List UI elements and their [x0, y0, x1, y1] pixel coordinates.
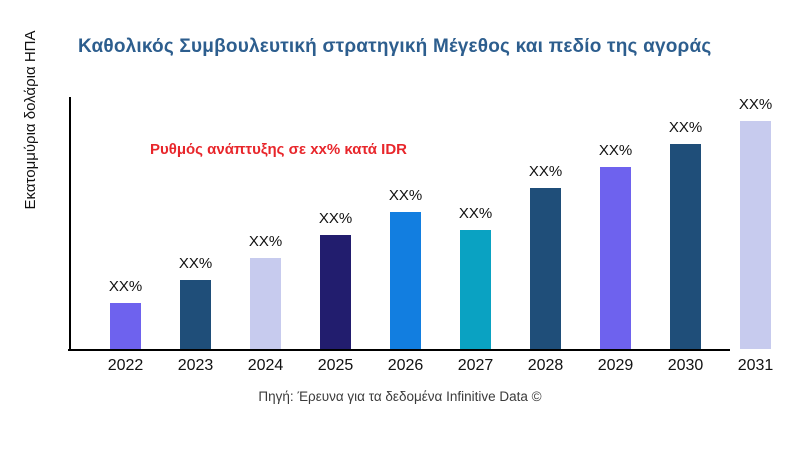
x-tick-label-2025: 2025: [317, 357, 354, 374]
source-note: Πηγή: Έρευνα για τα δεδομένα Infinitive …: [258, 389, 542, 404]
bar-value-label-2026: XX%: [388, 187, 423, 204]
bar-2023: [180, 280, 211, 349]
x-tick-label-2027: 2027: [457, 357, 494, 374]
x-tick-label-2028: 2028: [527, 357, 564, 374]
y-axis-label: Εκατομμύρια δολάρια ΗΠΑ: [22, 30, 39, 210]
x-tick-label-2022: 2022: [107, 357, 144, 374]
bar-2028: [530, 188, 561, 349]
bar-2031: [740, 121, 771, 349]
bar-2027: [460, 230, 491, 349]
bar-value-label-2028: XX%: [528, 163, 563, 180]
bar-2029: [600, 167, 631, 349]
x-tick-label-2029: 2029: [597, 357, 634, 374]
bar-2025: [320, 235, 351, 349]
x-tick-label-2031: 2031: [737, 357, 774, 374]
bar-2024: [250, 258, 281, 349]
bar-value-label-2023: XX%: [178, 255, 213, 272]
bar-2022: [110, 303, 141, 349]
bar-value-label-2029: XX%: [598, 142, 633, 159]
growth-rate-annotation: Ρυθμός ανάπτυξης σε xx% κατά IDR: [150, 141, 407, 158]
bar-2030: [670, 144, 701, 349]
bar-value-label-2025: XX%: [318, 210, 353, 227]
chart-title: Καθολικός Συμβουλευτική στρατηγική Μέγεθ…: [78, 36, 712, 57]
x-tick-label-2023: 2023: [177, 357, 214, 374]
y-axis-line: [69, 97, 71, 351]
bar-value-label-2030: XX%: [668, 119, 703, 136]
x-tick-label-2030: 2030: [667, 357, 704, 374]
x-axis-line: [68, 349, 730, 351]
bar-2026: [390, 212, 421, 349]
bar-value-label-2027: XX%: [458, 205, 493, 222]
bar-value-label-2031: XX%: [738, 96, 773, 113]
bar-value-label-2024: XX%: [248, 233, 283, 250]
bar-value-label-2022: XX%: [108, 278, 143, 295]
x-tick-label-2024: 2024: [247, 357, 284, 374]
x-tick-label-2026: 2026: [387, 357, 424, 374]
